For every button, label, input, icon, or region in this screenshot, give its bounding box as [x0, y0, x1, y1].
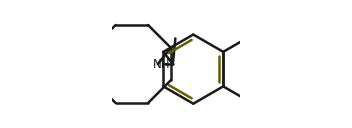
- Text: NH: NH: [152, 57, 170, 71]
